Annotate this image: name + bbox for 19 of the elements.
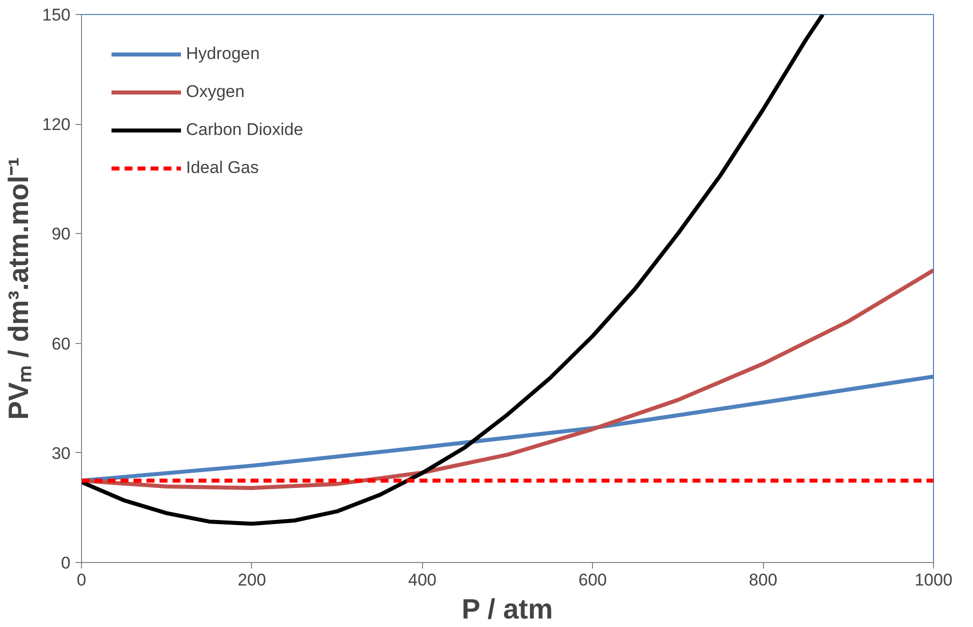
y-tick-label: 150 [42,6,71,24]
y-tick-label: 60 [52,334,71,354]
y-tick-label: 0 [61,554,71,572]
x-tick-label: 1000 [914,570,952,590]
legend-label: Carbon Dioxide [186,120,304,140]
y-axis-title: PVₘ / dm³.atm.mol⁻¹ [3,157,34,420]
y-tick-label: 30 [52,444,71,463]
x-tick-label: 800 [748,570,778,590]
legend-label: Ideal Gas [186,158,259,178]
x-tick-label: 200 [238,570,266,590]
legend-label: Hydrogen [186,44,260,64]
x-tick-label: 600 [578,570,607,590]
x-tick-label: 400 [408,570,436,590]
y-tick-label: 90 [52,224,71,244]
x-tick-label: 0 [76,570,86,590]
line-series [82,14,825,526]
legend-label: Oxygen [186,82,245,102]
x-axis-title: P / atm [462,594,553,624]
y-tick-label: 120 [42,115,71,134]
